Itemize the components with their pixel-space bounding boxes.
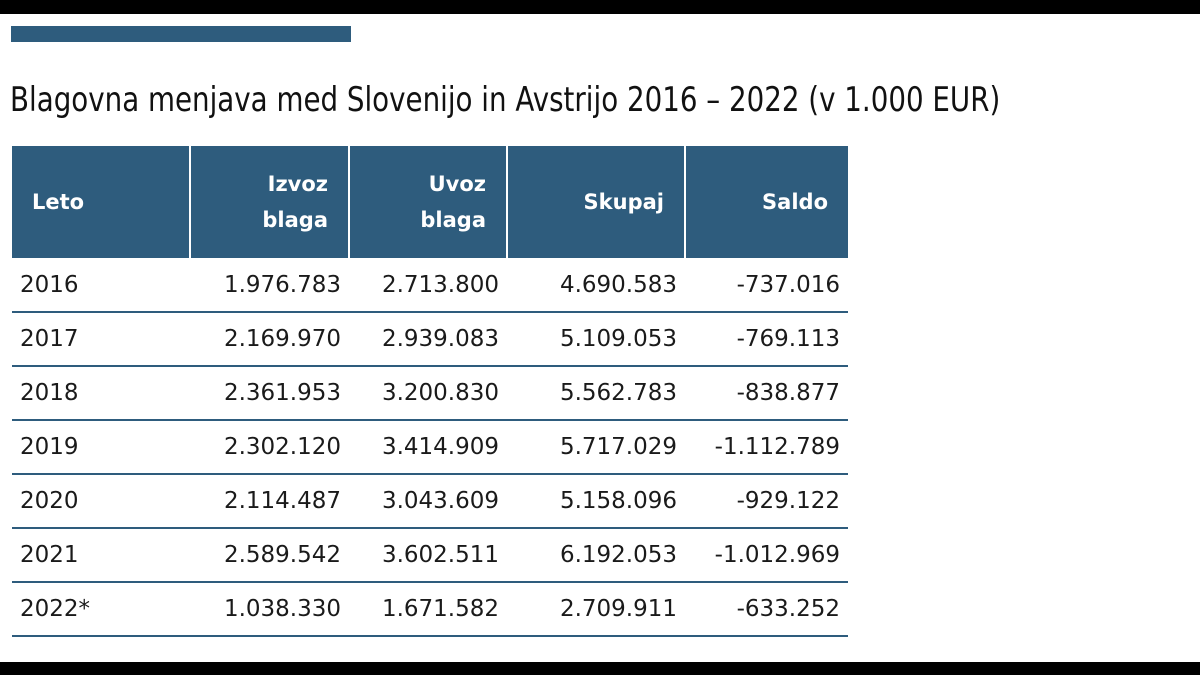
cell-import: 3.043.609 [349, 474, 507, 529]
cell-export: 2.589.542 [190, 528, 349, 583]
cell-export: 2.169.970 [190, 312, 349, 367]
cell-import: 2.939.083 [349, 312, 507, 367]
header-row: Leto Izvoz blaga Uvoz blaga Skupaj Saldo [12, 146, 848, 258]
table-row: 2016 1.976.783 2.713.800 4.690.583 -737.… [12, 258, 848, 313]
cell-balance: -838.877 [685, 366, 848, 421]
cell-total: 2.709.911 [507, 582, 685, 637]
cell-balance: -1.012.969 [685, 528, 848, 583]
table-row: 2017 2.169.970 2.939.083 5.109.053 -769.… [12, 312, 848, 367]
cell-balance: -1.112.789 [685, 420, 848, 475]
trade-table: Leto Izvoz blaga Uvoz blaga Skupaj Saldo… [12, 146, 848, 637]
cell-year: 2020 [12, 474, 190, 529]
cell-year: 2019 [12, 420, 190, 475]
cell-import: 2.713.800 [349, 258, 507, 313]
cell-year: 2022* [12, 582, 190, 637]
cell-balance: -929.122 [685, 474, 848, 529]
cell-balance: -737.016 [685, 258, 848, 313]
cell-export: 1.976.783 [190, 258, 349, 313]
column-header-uvoz: Uvoz blaga [349, 146, 508, 258]
cell-import: 3.200.830 [349, 366, 507, 421]
cell-total: 5.109.053 [507, 312, 685, 367]
column-header-skupaj: Skupaj [507, 146, 686, 258]
cell-import: 3.602.511 [349, 528, 507, 583]
cell-year: 2017 [12, 312, 190, 367]
table-row: 2020 2.114.487 3.043.609 5.158.096 -929.… [12, 474, 848, 529]
table-row: 2018 2.361.953 3.200.830 5.562.783 -838.… [12, 366, 848, 421]
column-header-saldo: Saldo [685, 146, 848, 258]
table-row: 2021 2.589.542 3.602.511 6.192.053 -1.01… [12, 528, 848, 583]
table-row: 2019 2.302.120 3.414.909 5.717.029 -1.11… [12, 420, 848, 475]
accent-bar [11, 26, 351, 42]
cell-import: 3.414.909 [349, 420, 507, 475]
cell-total: 5.158.096 [507, 474, 685, 529]
cell-year: 2021 [12, 528, 190, 583]
cell-export: 2.302.120 [190, 420, 349, 475]
page-title: Blagovna menjava med Slovenijo in Avstri… [10, 80, 1001, 120]
cell-export: 2.114.487 [190, 474, 349, 529]
cell-balance: -633.252 [685, 582, 848, 637]
cell-total: 4.690.583 [507, 258, 685, 313]
cell-year: 2018 [12, 366, 190, 421]
cell-export: 2.361.953 [190, 366, 349, 421]
cell-export: 1.038.330 [190, 582, 349, 637]
cell-import: 1.671.582 [349, 582, 507, 637]
cell-total: 5.562.783 [507, 366, 685, 421]
column-header-izvoz: Izvoz blaga [190, 146, 350, 258]
cell-total: 6.192.053 [507, 528, 685, 583]
table-row: 2022* 1.038.330 1.671.582 2.709.911 -633… [12, 582, 848, 637]
cell-total: 5.717.029 [507, 420, 685, 475]
content-panel: Blagovna menjava med Slovenijo in Avstri… [0, 14, 1200, 662]
column-header-leto: Leto [12, 146, 191, 258]
cell-balance: -769.113 [685, 312, 848, 367]
cell-year: 2016 [12, 258, 190, 313]
